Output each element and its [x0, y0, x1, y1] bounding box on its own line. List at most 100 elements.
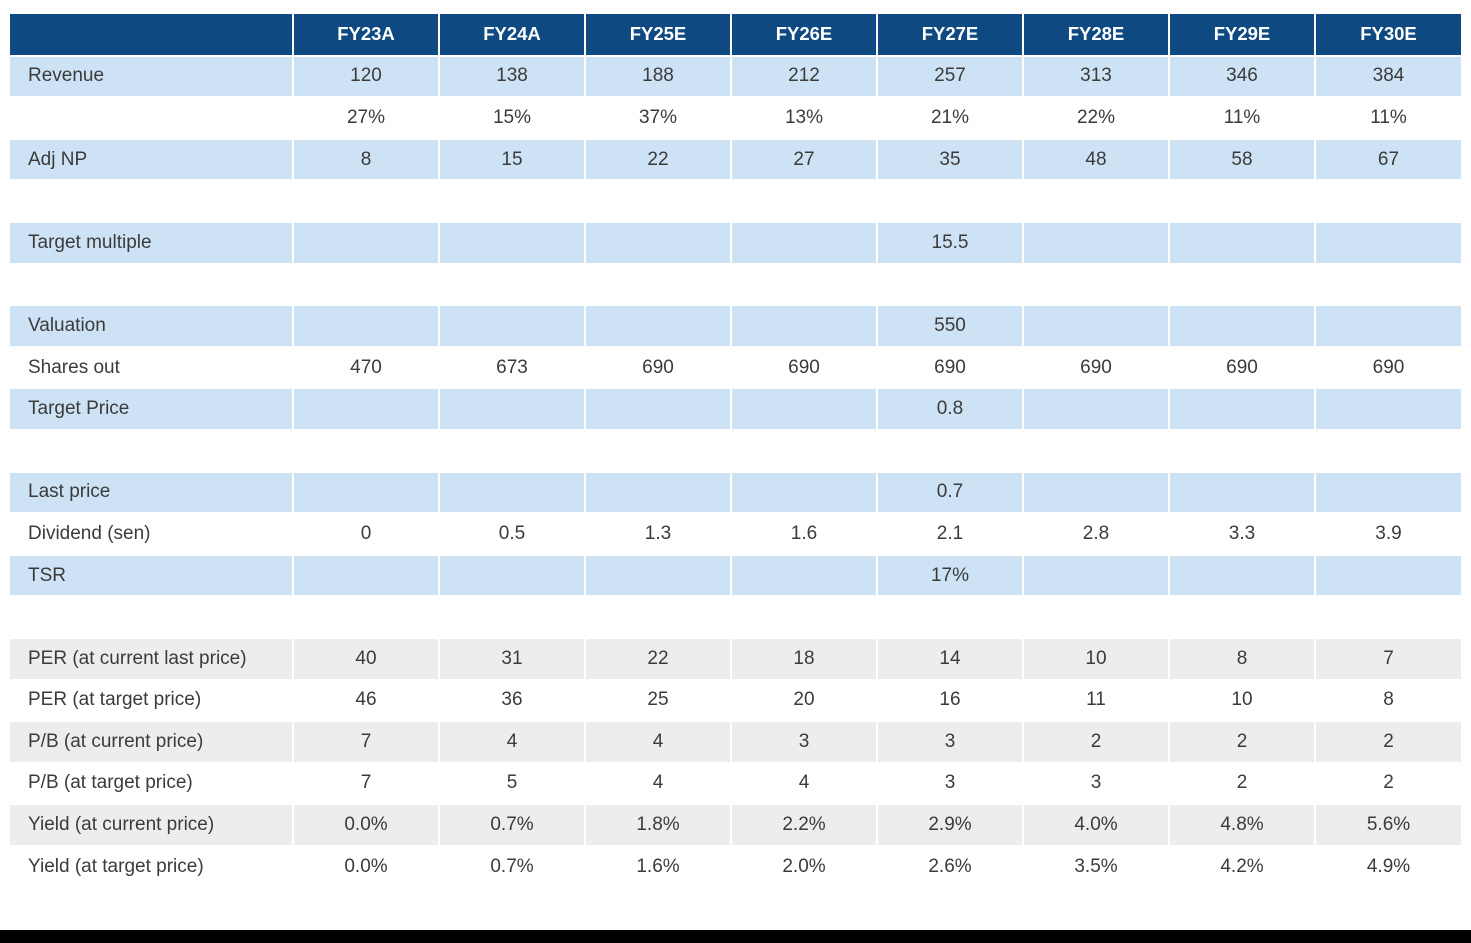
- data-cell: [1023, 263, 1170, 307]
- data-cell: 313: [1023, 55, 1170, 99]
- valuation-table: FY23A FY24A FY25E FY26E FY27E FY28E FY29E FY30E…: [10, 14, 1461, 889]
- row-label: Shares out: [10, 346, 294, 390]
- data-cell: 8: [1169, 637, 1316, 681]
- data-cell: [1169, 305, 1316, 348]
- data-cell: [731, 596, 878, 639]
- data-cell: 13%: [731, 97, 878, 140]
- data-cell: 21%: [877, 97, 1024, 140]
- data-cell: [877, 596, 1024, 639]
- row-label: Dividend (sen): [10, 513, 294, 556]
- data-cell: 138: [439, 55, 586, 99]
- data-cell: [1315, 554, 1461, 598]
- data-cell: 0.0%: [293, 845, 440, 889]
- data-cell: [1023, 596, 1170, 639]
- data-cell: [439, 388, 586, 431]
- data-cell: 690: [877, 346, 1024, 390]
- data-cell: 690: [585, 346, 732, 390]
- data-cell: 22: [585, 637, 732, 681]
- data-cell: 470: [293, 346, 440, 390]
- spacer-row: [10, 180, 1461, 223]
- row-label: Yield (at current price): [10, 804, 294, 847]
- data-cell: 4: [585, 721, 732, 764]
- data-cell: 0: [293, 513, 440, 556]
- data-cell: [877, 180, 1024, 223]
- header-row: FY23A FY24A FY25E FY26E FY27E FY28E FY29E FY30E: [10, 14, 1461, 57]
- data-cell: [731, 554, 878, 598]
- data-cell: 3.3: [1169, 513, 1316, 556]
- row-label: [10, 180, 294, 223]
- corner-header-cell: [10, 14, 294, 57]
- data-cell: 0.8: [877, 388, 1024, 431]
- row-label: [10, 263, 294, 307]
- column-header: FY25E: [585, 14, 732, 57]
- data-cell: [1315, 429, 1461, 473]
- data-cell: [1315, 305, 1461, 348]
- data-cell: 27: [731, 138, 878, 182]
- data-cell: [1023, 471, 1170, 515]
- row-label: [10, 429, 294, 473]
- data-cell: 4: [731, 762, 878, 806]
- data-cell: [1169, 388, 1316, 431]
- data-cell: 690: [731, 346, 878, 390]
- data-cell: 20: [731, 679, 878, 723]
- data-cell: 0.7%: [439, 804, 586, 847]
- data-cell: 0.0%: [293, 804, 440, 847]
- data-cell: [1315, 388, 1461, 431]
- data-cell: [293, 554, 440, 598]
- data-cell: 67: [1315, 138, 1461, 182]
- data-cell: 22: [585, 138, 732, 182]
- data-cell: 40: [293, 637, 440, 681]
- table-row: P/B (at target price) 7 5 4 4 3 3 2 2: [10, 762, 1461, 806]
- data-cell: [1315, 263, 1461, 307]
- table-body: Revenue 120 138 188 212 257 313 346 384 27% 15% 37%…: [10, 55, 1461, 889]
- row-label: Adj NP: [10, 138, 294, 182]
- table-row: PER (at current last price) 40 31 22 18 14 10 8…: [10, 637, 1461, 681]
- data-cell: [439, 596, 586, 639]
- data-cell: 46: [293, 679, 440, 723]
- data-cell: [1169, 263, 1316, 307]
- data-cell: [293, 263, 440, 307]
- data-cell: 2.1: [877, 513, 1024, 556]
- data-cell: [585, 221, 732, 265]
- row-label: TSR: [10, 554, 294, 598]
- table-row: P/B (at current price) 7 4 4 3 3 2 2 2: [10, 721, 1461, 764]
- data-cell: 36: [439, 679, 586, 723]
- table-row: Yield (at target price) 0.0% 0.7% 1.6% 2.0% 2…: [10, 845, 1461, 889]
- data-cell: 2.0%: [731, 845, 878, 889]
- data-cell: 3: [877, 721, 1024, 764]
- table-row: Adj NP 8 15 22 27 35 48 58 67: [10, 138, 1461, 182]
- spacer-row: [10, 429, 1461, 473]
- data-cell: 15%: [439, 97, 586, 140]
- data-cell: 10: [1169, 679, 1316, 723]
- data-cell: 188: [585, 55, 732, 99]
- row-label: P/B (at target price): [10, 762, 294, 806]
- data-cell: [585, 180, 732, 223]
- data-cell: 48: [1023, 138, 1170, 182]
- data-cell: [585, 596, 732, 639]
- row-label: PER (at current last price): [10, 637, 294, 681]
- row-label: [10, 596, 294, 639]
- table-row: Yield (at current price) 0.0% 0.7% 1.8% 2.2%…: [10, 804, 1461, 847]
- data-cell: [293, 429, 440, 473]
- data-cell: [1023, 305, 1170, 348]
- data-cell: [585, 554, 732, 598]
- data-cell: 3: [1023, 762, 1170, 806]
- column-header: FY24A: [439, 14, 586, 57]
- data-cell: [1169, 221, 1316, 265]
- data-cell: 3: [877, 762, 1024, 806]
- data-cell: 3.5%: [1023, 845, 1170, 889]
- data-cell: [439, 180, 586, 223]
- data-cell: 25: [585, 679, 732, 723]
- data-cell: [1315, 471, 1461, 515]
- column-header: FY27E: [877, 14, 1024, 57]
- column-header: FY29E: [1169, 14, 1316, 57]
- table-row: 27% 15% 37% 13% 21% 22% 11% 11%: [10, 97, 1461, 140]
- data-cell: [1023, 221, 1170, 265]
- data-cell: 2: [1169, 762, 1316, 806]
- data-cell: [439, 305, 586, 348]
- data-cell: 4.8%: [1169, 804, 1316, 847]
- data-cell: 7: [293, 721, 440, 764]
- data-cell: [585, 429, 732, 473]
- data-cell: 0.5: [439, 513, 586, 556]
- table-row: Last price 0.7: [10, 471, 1461, 515]
